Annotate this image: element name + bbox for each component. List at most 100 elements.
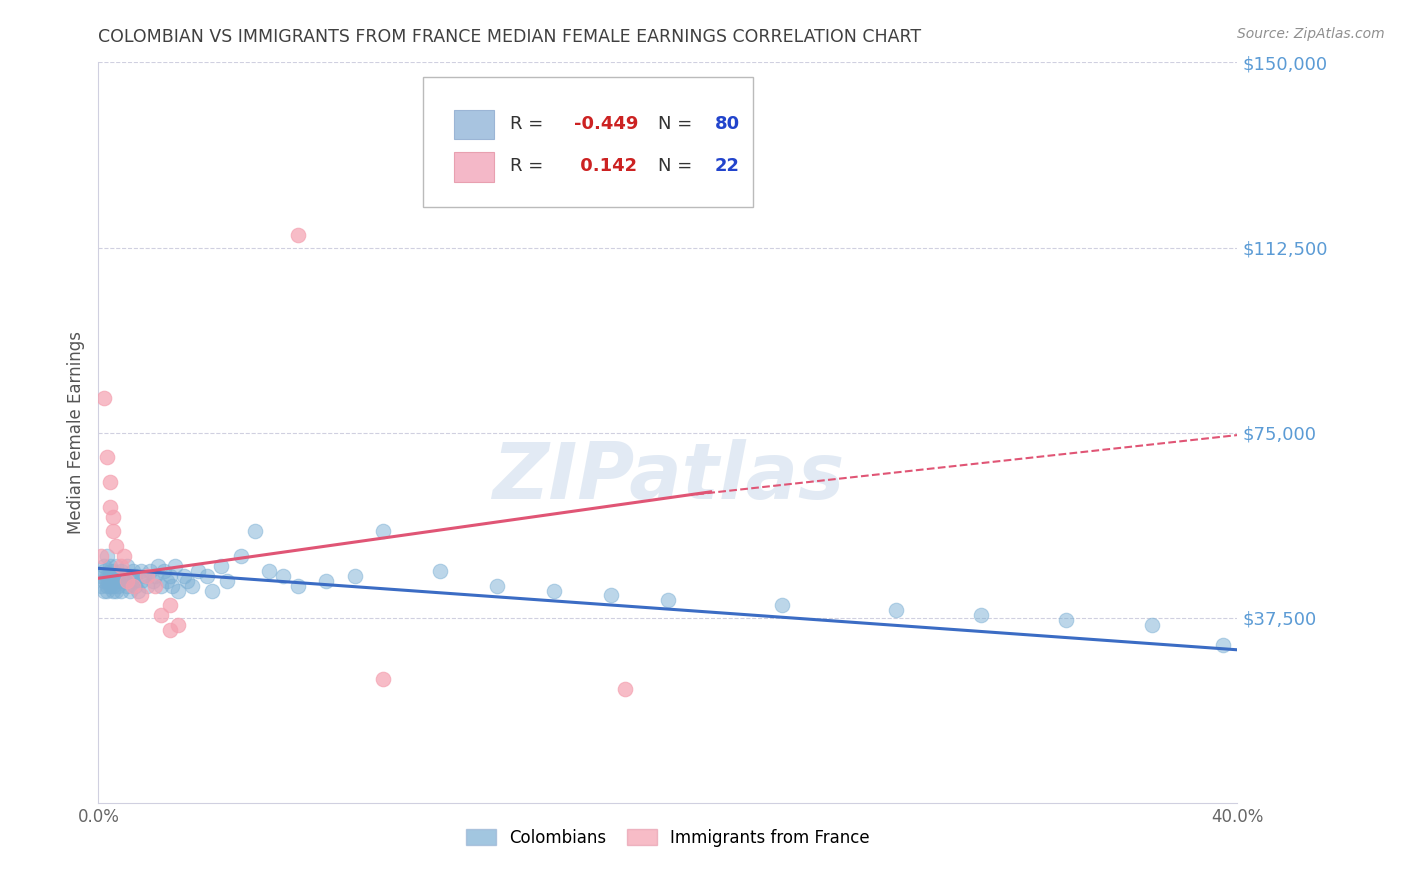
Point — [486, 579, 509, 593]
Point — [101, 583, 124, 598]
Point — [110, 583, 132, 598]
Text: N =: N = — [658, 157, 692, 175]
Point — [101, 574, 124, 588]
Point — [148, 558, 170, 573]
Point — [124, 568, 146, 582]
Point — [132, 568, 155, 582]
Point — [162, 579, 184, 593]
Point — [112, 549, 135, 563]
Point — [165, 558, 187, 573]
Point — [167, 618, 190, 632]
Text: 22: 22 — [714, 157, 740, 175]
Point — [159, 599, 181, 613]
Point — [129, 564, 152, 578]
Point — [181, 579, 204, 593]
Point — [101, 579, 124, 593]
Point — [90, 549, 112, 563]
Point — [187, 564, 209, 578]
Text: N =: N = — [658, 115, 692, 133]
Text: Source: ZipAtlas.com: Source: ZipAtlas.com — [1237, 27, 1385, 41]
Text: R =: R = — [509, 157, 543, 175]
Point — [153, 564, 176, 578]
Point — [98, 568, 121, 582]
Point — [159, 623, 181, 637]
Point — [110, 558, 132, 573]
Point — [127, 583, 149, 598]
Point — [93, 583, 115, 598]
Text: ZIPatlas: ZIPatlas — [492, 439, 844, 515]
Point — [96, 450, 118, 465]
Point — [107, 574, 129, 588]
Point — [209, 558, 232, 573]
Point — [243, 524, 266, 539]
Point — [600, 589, 623, 603]
FancyBboxPatch shape — [454, 110, 494, 139]
Point — [201, 583, 224, 598]
Point — [129, 589, 152, 603]
Point — [104, 568, 127, 582]
Point — [98, 500, 121, 514]
Point — [98, 564, 121, 578]
Point — [121, 564, 143, 578]
Point — [93, 564, 115, 578]
Point — [104, 583, 127, 598]
Point — [259, 564, 281, 578]
Point — [1212, 638, 1234, 652]
FancyBboxPatch shape — [423, 78, 754, 207]
Point — [614, 682, 637, 697]
Point — [970, 608, 993, 623]
Point — [145, 568, 167, 582]
Point — [135, 579, 157, 593]
Point — [107, 579, 129, 593]
Point — [112, 574, 135, 588]
Point — [90, 579, 112, 593]
Point — [1140, 618, 1163, 632]
Point — [124, 579, 146, 593]
Point — [429, 564, 451, 578]
Point — [343, 568, 366, 582]
Point — [150, 579, 173, 593]
Point — [176, 574, 198, 588]
Point — [115, 574, 138, 588]
Point — [167, 583, 190, 598]
Point — [115, 579, 138, 593]
Point — [93, 391, 115, 405]
Point — [315, 574, 337, 588]
Point — [229, 549, 252, 563]
Point — [96, 574, 118, 588]
Text: COLOMBIAN VS IMMIGRANTS FROM FRANCE MEDIAN FEMALE EARNINGS CORRELATION CHART: COLOMBIAN VS IMMIGRANTS FROM FRANCE MEDI… — [98, 28, 921, 45]
Y-axis label: Median Female Earnings: Median Female Earnings — [66, 331, 84, 534]
Point — [150, 608, 173, 623]
Point — [121, 574, 143, 588]
Point — [98, 579, 121, 593]
Legend: Colombians, Immigrants from France: Colombians, Immigrants from France — [460, 822, 876, 854]
Point — [104, 539, 127, 553]
FancyBboxPatch shape — [454, 152, 494, 182]
Point — [159, 568, 181, 582]
Point — [118, 583, 141, 598]
Point — [96, 549, 118, 563]
Point — [273, 568, 295, 582]
Point — [543, 583, 565, 598]
Point — [96, 579, 118, 593]
Point — [115, 558, 138, 573]
Point — [195, 568, 218, 582]
Point — [98, 558, 121, 573]
Text: 0.142: 0.142 — [575, 157, 637, 175]
Point — [373, 524, 395, 539]
Point — [98, 475, 121, 489]
Point — [173, 568, 195, 582]
Point — [129, 574, 152, 588]
Point — [215, 574, 238, 588]
Point — [135, 568, 157, 582]
Point — [141, 574, 163, 588]
Point — [373, 673, 395, 687]
Point — [112, 568, 135, 582]
Point — [884, 603, 907, 617]
Point — [118, 568, 141, 582]
Point — [138, 564, 160, 578]
Point — [1056, 613, 1078, 627]
Point — [101, 524, 124, 539]
Point — [121, 579, 143, 593]
Point — [287, 228, 309, 243]
